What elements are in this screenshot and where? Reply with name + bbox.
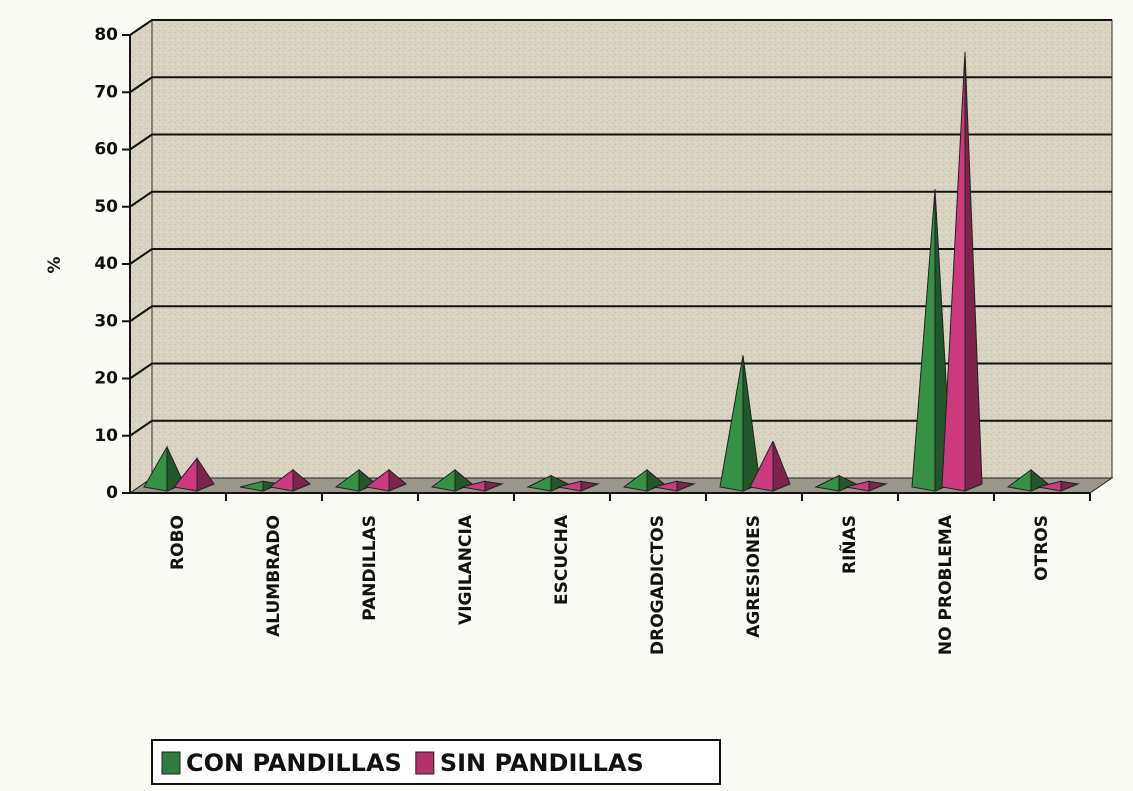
grid-line <box>129 248 1112 265</box>
y-tick-label: 0 <box>106 483 118 503</box>
grid-line <box>129 419 1112 437</box>
grid-line <box>129 305 1112 323</box>
y-tick-label: 50 <box>94 197 118 217</box>
y-tick-label: 20 <box>94 369 118 389</box>
bar-face <box>484 480 504 492</box>
bar-face <box>772 441 791 492</box>
grid-line <box>129 362 1112 380</box>
bar <box>461 480 504 492</box>
x-tick-label: AGRESIONES <box>744 515 764 638</box>
legend-swatch <box>415 751 435 775</box>
bar <box>719 355 761 492</box>
bar-face <box>388 468 407 492</box>
bar-face <box>196 456 215 492</box>
grid-line <box>129 133 1112 151</box>
bar <box>1037 480 1080 492</box>
bar <box>814 474 858 492</box>
x-tick-label: VIGILANCIA <box>456 514 476 625</box>
bar-face <box>580 480 600 492</box>
bar <box>364 468 407 492</box>
bar-face <box>292 468 311 492</box>
y-tick-label: 80 <box>94 25 118 45</box>
legend-swatch <box>161 751 181 775</box>
legend-label: CON PANDILLAS <box>186 749 402 777</box>
bar <box>845 480 888 492</box>
x-tick-label: RIÑAS <box>837 515 860 574</box>
grid-line <box>129 76 1112 94</box>
x-tick-label: ALUMBRADO <box>264 515 284 637</box>
bar <box>268 468 311 492</box>
grid-line <box>129 190 1112 208</box>
bar <box>557 480 600 492</box>
y-tick-label: 70 <box>94 82 118 102</box>
bar-face <box>868 480 888 492</box>
x-tick-label: OTROS <box>1032 515 1052 581</box>
x-tick-label: DROGADICTOS <box>648 515 668 655</box>
bar-face <box>1060 480 1080 492</box>
y-axis-label: % <box>45 256 65 273</box>
y-tick-label: 30 <box>94 311 118 331</box>
grid-line <box>129 19 1112 36</box>
bar <box>653 480 696 492</box>
bar <box>173 456 215 492</box>
x-tick-label: ESCUCHA <box>552 514 572 605</box>
y-tick-label: 40 <box>94 254 118 274</box>
legend-label: SIN PANDILLAS <box>440 749 644 777</box>
bar <box>941 51 983 492</box>
legend-box <box>151 739 721 785</box>
y-tick-label: 10 <box>94 426 118 446</box>
bar-face <box>676 480 696 492</box>
bar <box>749 440 791 492</box>
y-tick-label: 60 <box>94 140 118 160</box>
x-tick-label: ROBO <box>168 515 188 570</box>
x-tick-label: NO PROBLEMA <box>936 514 956 655</box>
x-tick-label: PANDILLAS <box>360 515 380 621</box>
bar-face <box>964 51 983 492</box>
